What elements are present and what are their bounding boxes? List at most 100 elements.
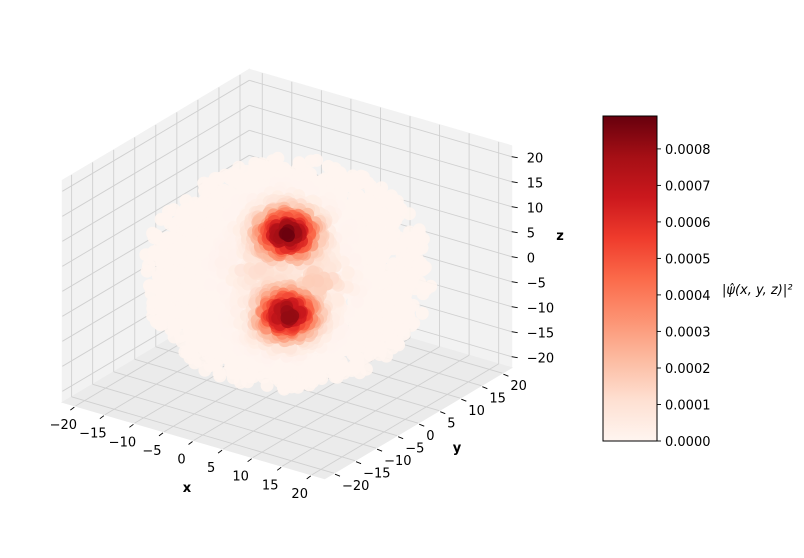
x-tick-label: 0 [177, 453, 185, 468]
z-tick-mark [511, 281, 518, 284]
density-point [216, 266, 230, 280]
z-tick-label: −15 [527, 327, 554, 342]
density-point [374, 270, 387, 283]
density-point [304, 154, 318, 168]
x-tick-mark [276, 466, 282, 471]
y-tick-mark [376, 448, 383, 452]
density-point [348, 253, 362, 266]
y-tick-label: −5 [405, 442, 424, 457]
density-point [332, 327, 346, 341]
density-point [216, 281, 230, 295]
gridline [311, 363, 499, 476]
density-point [191, 308, 205, 322]
y-tick-label: −10 [384, 454, 411, 469]
density-point [415, 306, 429, 320]
gridline [62, 129, 250, 242]
colorbar-tick-label: 0.0007 [665, 179, 711, 194]
colorbar-tick-label: 0.0000 [665, 435, 711, 450]
colorbar-tick-label: 0.0006 [665, 216, 711, 231]
density-point [292, 156, 306, 170]
density-point [373, 186, 387, 200]
y-tick-mark [461, 398, 467, 402]
z-tick-label: −5 [527, 277, 546, 292]
density-scatter [139, 151, 438, 396]
y-tick-mark [503, 373, 509, 377]
density-point [359, 239, 372, 252]
x-tick-mark [217, 449, 223, 454]
density-point [341, 266, 355, 279]
density-point [306, 355, 320, 369]
gridline [281, 354, 470, 467]
z-tick-label: 20 [527, 152, 544, 167]
z-tick-mark [511, 181, 518, 184]
y-tick-mark [397, 436, 404, 440]
x-tick-mark [188, 441, 193, 445]
gridline [249, 104, 512, 183]
density-point [416, 287, 430, 301]
density-point [350, 295, 364, 309]
density-point [230, 304, 244, 318]
x-axis-label: x [183, 481, 192, 496]
colorbar-tick-label: 0.0008 [665, 143, 711, 158]
x-tick-label: 20 [291, 487, 308, 502]
y-tick-mark [482, 386, 488, 390]
colorbar-tick-label: 0.0004 [665, 289, 711, 304]
density-point [248, 160, 262, 174]
y-tick-label: 20 [510, 379, 527, 394]
gridline [249, 129, 512, 208]
colorbar [602, 115, 658, 442]
y-tick-mark [419, 423, 425, 427]
gridline [249, 79, 512, 158]
z-tick-label: 5 [527, 227, 535, 242]
z-tick-label: 0 [527, 252, 535, 267]
density-point [280, 311, 294, 325]
density-point [260, 378, 274, 392]
density-point [220, 185, 234, 199]
x-tick-mark [158, 432, 164, 437]
z-tick-label: −10 [527, 302, 554, 317]
gridline [62, 104, 250, 217]
z-tick-mark [511, 231, 518, 234]
density-point [253, 262, 267, 276]
density-point [347, 362, 361, 376]
density-point [331, 293, 344, 306]
density-point [159, 212, 173, 226]
density-point [413, 276, 427, 289]
z-tick-mark [511, 156, 518, 159]
density-point [348, 349, 362, 363]
density-point [170, 318, 184, 332]
z-tick-mark [511, 356, 518, 359]
density-point [203, 278, 217, 292]
density-point [246, 180, 260, 194]
y-tick-label: −15 [363, 467, 390, 482]
y-tick-label: 0 [426, 429, 434, 444]
x-tick-mark [99, 415, 105, 420]
y-axis-label: y [453, 441, 462, 456]
density-point [359, 362, 373, 376]
colorbar-tick-label: 0.0002 [665, 362, 711, 377]
density-point [285, 380, 298, 394]
z-tick-mark [511, 306, 518, 309]
x-tick-label: −5 [142, 444, 161, 459]
density-point [214, 256, 228, 270]
z-tick-mark [511, 206, 518, 209]
gridline [252, 346, 440, 459]
y-tick-mark [355, 461, 362, 465]
density-point [181, 267, 195, 280]
y-tick-mark [440, 411, 446, 415]
z-axis-ticks: −20 −15 −10 −5 0 5 10 15 20 [511, 152, 554, 367]
x-tick-label: 15 [262, 478, 279, 493]
colorbar-label: |ψ̂(x, y, z)|² [722, 283, 792, 298]
z-tick-mark [511, 256, 518, 259]
y-axis-ticks: −20−15−10−505 10 15 20 [334, 373, 527, 494]
y-tick-mark [334, 473, 341, 477]
x-tick-label: −15 [79, 427, 106, 442]
density-point [225, 237, 239, 250]
density-point [398, 239, 412, 253]
x-tick-mark [129, 423, 134, 428]
z-tick-label: 10 [527, 202, 544, 217]
x-tick-label: 5 [207, 461, 215, 476]
density-point [386, 242, 400, 256]
y-tick-label: 15 [489, 392, 506, 407]
